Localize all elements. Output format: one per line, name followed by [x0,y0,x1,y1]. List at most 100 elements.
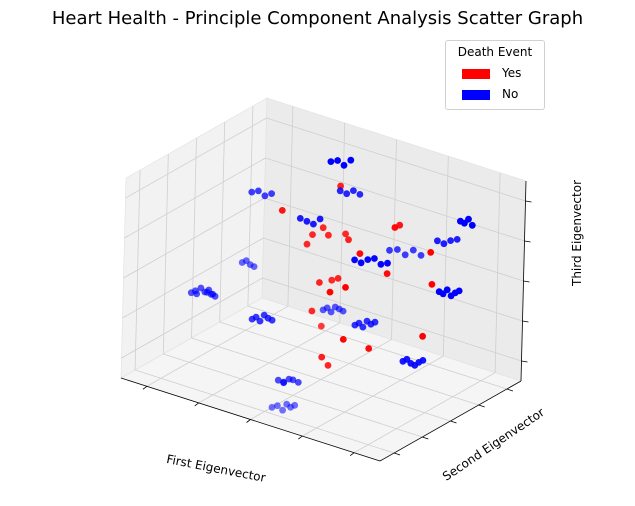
data-point-yes [342,284,349,291]
x-tick [194,402,199,407]
data-point-yes [365,345,373,352]
data-point-no [340,161,348,169]
grid-line-z [123,197,265,279]
legend-swatch-no [462,90,490,100]
data-point-yes [334,275,342,282]
data-point-no [268,190,275,198]
data-point-yes [309,231,316,239]
data-point-no [203,288,211,296]
grid-line-x [353,372,496,454]
grid-line-z [266,117,526,202]
grid-line-x [302,355,444,437]
data-point-yes [317,322,325,330]
data-point-no [350,187,357,195]
data-point-no [310,220,317,228]
data-point-no [356,191,364,198]
data-point-no [187,289,195,297]
data-point-no [401,251,409,259]
grid-line-z [124,157,266,239]
z-axis-label: Third Eigenvector [570,179,584,286]
data-point-no [435,288,443,296]
data-point-yes [428,281,436,288]
data-point-no [280,379,287,387]
data-point-no [468,221,476,229]
data-point-yes [325,231,332,239]
grid-line-y [247,305,508,390]
data-point-yes [303,240,311,248]
z-tick [524,240,531,243]
data-point-no [399,357,407,365]
data-point-no [319,306,327,314]
data-point-no [260,311,268,319]
data-point-yes [396,221,404,229]
data-point-no [363,317,371,325]
data-point-no [197,284,205,292]
data-point-no [261,192,269,200]
y-tick [422,436,429,440]
data-point-no [417,252,425,259]
data-point-no [457,217,464,225]
legend-swatch-yes [462,69,490,79]
data-point-no [268,403,276,411]
data-point-no [248,188,256,196]
data-point-no [336,187,344,195]
data-point-no [343,190,351,198]
data-point-yes [278,207,286,214]
data-point-yes [339,336,347,343]
data-point-no [384,259,391,267]
data-point-no [394,246,401,253]
chart-title: Heart Health - Principle Component Analy… [51,8,584,29]
data-point-no [248,315,256,323]
data-point-no [316,215,324,223]
data-points [187,156,476,414]
axis-panes [120,97,527,462]
data-point-yes [316,279,323,286]
data-point-no [255,187,262,195]
data-point-no [283,400,291,408]
data-point-yes [427,249,435,256]
grid-line-z [265,157,525,242]
legend-title: Death Event [457,45,533,59]
data-point-yes [345,236,352,244]
data-point-no [447,292,455,300]
data-point-yes [308,307,316,315]
data-point-no [386,246,393,254]
data-point-yes [342,230,349,238]
data-point-no [409,246,417,254]
grid-lines [121,105,526,454]
data-point-no [447,237,454,245]
x-tick [298,435,303,440]
grid-line-z [264,197,524,282]
data-point-no [351,321,359,329]
grid-line-z [125,117,267,199]
data-point-no [434,237,441,245]
z-tick [521,360,528,363]
y-tick [393,452,401,456]
grid-line-x [494,172,501,373]
z-tick [523,280,530,283]
data-point-no [351,256,358,264]
data-point-no [279,406,286,414]
data-point-no [294,379,302,386]
data-point-no [357,259,365,267]
data-point-no [238,259,246,266]
y-tick [506,388,514,392]
data-point-yes [318,353,326,361]
axis-ticks [120,180,532,462]
data-point-no [347,156,355,164]
x-tick [349,452,355,457]
grid-line-y [219,121,226,323]
data-point-no [331,303,339,311]
data-point-no [371,255,378,262]
data-point-no [453,236,461,243]
z-tick [522,320,529,323]
grid-line-y [247,105,254,307]
legend-label-no: No [502,87,519,101]
data-point-yes [328,276,336,284]
legend-label-yes: Yes [502,66,522,80]
data-point-no [327,158,335,166]
data-point-yes [383,270,391,277]
data-point-no [303,217,311,225]
data-point-no [377,260,385,268]
